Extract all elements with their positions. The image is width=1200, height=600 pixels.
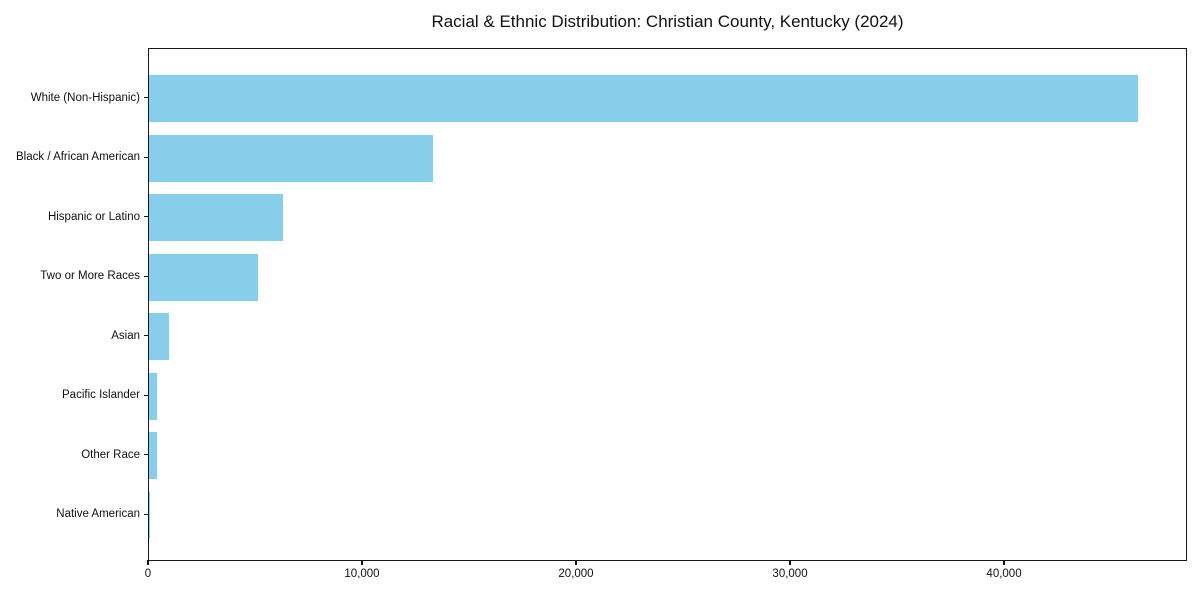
x-tick-mark — [789, 560, 791, 565]
y-tick-label: Hispanic or Latino — [47, 210, 140, 223]
y-tick-label: Other Race — [81, 448, 140, 461]
y-tick-label: White (Non-Hispanic) — [30, 91, 140, 104]
y-tick-mark — [144, 97, 148, 99]
y-tick-label: Black / African American — [16, 151, 140, 164]
y-tick-label: Native American — [56, 508, 140, 521]
bar — [149, 372, 157, 420]
bar — [149, 432, 158, 480]
chart-title: Racial & Ethnic Distribution: Christian … — [431, 12, 904, 31]
x-tick-mark — [147, 560, 149, 565]
bar — [149, 253, 258, 301]
plot-area — [148, 48, 1187, 561]
x-tick-mark — [1003, 560, 1005, 565]
bar — [149, 134, 433, 182]
y-tick-label: Asian — [111, 329, 140, 342]
x-tick-label: 0 — [144, 568, 152, 580]
bar — [149, 75, 1138, 123]
bar — [149, 313, 169, 361]
bar — [149, 491, 151, 539]
x-tick-label: 10,000 — [344, 568, 380, 580]
y-tick-mark — [144, 513, 148, 516]
y-tick-mark — [144, 156, 148, 158]
x-tick-mark — [575, 560, 577, 565]
x-tick-label: 30,000 — [772, 568, 808, 580]
x-tick-label: 40,000 — [986, 568, 1022, 580]
y-tick-mark — [144, 335, 148, 337]
y-tick-mark — [144, 394, 148, 396]
y-tick-mark — [144, 275, 148, 277]
y-tick-label: Two or More Races — [40, 270, 140, 283]
y-tick-label: Pacific Islander — [62, 389, 140, 402]
x-tick-mark — [361, 560, 363, 565]
bar — [149, 194, 283, 242]
y-tick-mark — [144, 216, 148, 218]
y-tick-mark — [144, 454, 148, 456]
x-tick-label: 20,000 — [558, 568, 594, 580]
